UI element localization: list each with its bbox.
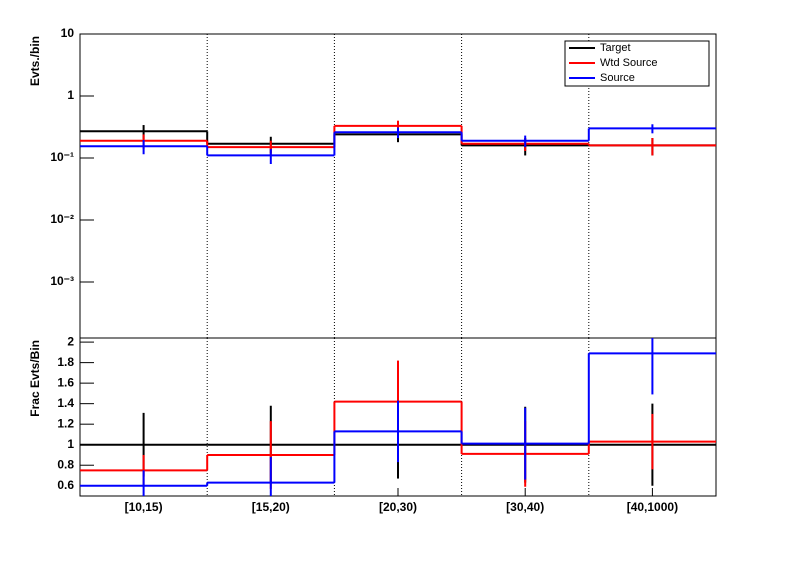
y-axis-title: Frac Evts/Bin xyxy=(28,340,42,417)
y-tick-label: 0.8 xyxy=(57,457,74,471)
x-tick-label: [20,30) xyxy=(379,500,417,514)
y-tick-label: 0.6 xyxy=(57,478,74,492)
y-tick-label: 10⁻³ xyxy=(50,274,74,288)
y-tick-label: 1.6 xyxy=(57,375,74,389)
y-tick-label: 1.4 xyxy=(57,396,74,410)
y-tick-label: 1 xyxy=(67,88,74,102)
y-tick-label: 10⁻¹ xyxy=(50,150,74,164)
y-tick-label: 1.8 xyxy=(57,355,74,369)
y-tick-label: 1.2 xyxy=(57,416,74,430)
y-axis-title: Evts./bin xyxy=(28,36,42,86)
y-tick-label: 2 xyxy=(67,334,74,348)
y-tick-label: 10⁻² xyxy=(50,212,74,226)
y-tick-label: 1 xyxy=(67,437,74,451)
x-tick-label: [15,20) xyxy=(252,500,290,514)
x-tick-label: [40,1000) xyxy=(627,500,678,514)
x-tick-label: [30,40) xyxy=(506,500,544,514)
legend-label: Target xyxy=(600,42,631,54)
x-tick-label: [10,15) xyxy=(125,500,163,514)
legend-label: Wtd Source xyxy=(600,57,657,69)
legend-label: Source xyxy=(600,72,635,84)
legend: Target Wtd Source Source xyxy=(564,40,710,87)
y-tick-label: 10 xyxy=(61,26,75,40)
